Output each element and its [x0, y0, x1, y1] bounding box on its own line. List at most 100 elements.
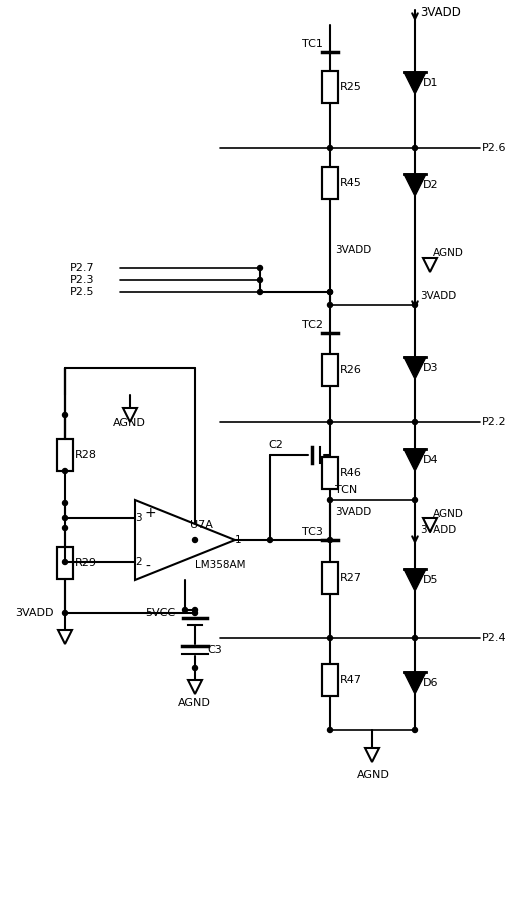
Bar [57, 439, 73, 471]
Text: 1: 1 [235, 535, 242, 545]
Bar [322, 664, 338, 696]
Text: R29: R29 [75, 558, 97, 568]
Text: AGND: AGND [433, 509, 464, 519]
Text: D4: D4 [423, 455, 439, 465]
Bar [57, 439, 73, 471]
Circle shape [328, 538, 332, 542]
Text: D3: D3 [423, 363, 438, 373]
Text: 3VADD: 3VADD [335, 245, 371, 255]
Circle shape [328, 636, 332, 640]
Bar [322, 167, 338, 199]
Text: P2.3: P2.3 [70, 275, 95, 285]
Polygon shape [123, 408, 137, 422]
Bar [322, 457, 338, 489]
Circle shape [267, 538, 272, 542]
Bar [322, 354, 338, 386]
Text: TC2: TC2 [302, 320, 323, 330]
Bar [322, 71, 338, 103]
Circle shape [328, 419, 332, 425]
Polygon shape [404, 72, 426, 94]
Bar [322, 457, 338, 489]
Text: P2.2: P2.2 [482, 417, 506, 427]
Bar [322, 167, 338, 199]
Text: C3: C3 [207, 645, 222, 655]
Bar [322, 71, 338, 103]
Bar [57, 547, 73, 579]
Bar [322, 562, 338, 594]
Circle shape [62, 469, 68, 473]
Circle shape [328, 497, 332, 503]
Circle shape [62, 559, 68, 565]
Text: D5: D5 [423, 575, 438, 585]
Text: 2: 2 [135, 557, 141, 567]
Bar [322, 167, 338, 199]
Text: R26: R26 [340, 365, 362, 375]
Circle shape [257, 266, 263, 270]
Text: U7A: U7A [190, 520, 213, 530]
Text: 3VADD: 3VADD [15, 608, 54, 618]
Text: R25: R25 [340, 82, 362, 92]
Circle shape [412, 303, 418, 307]
Circle shape [183, 608, 188, 612]
Circle shape [192, 538, 198, 542]
Text: P2.5: P2.5 [70, 287, 95, 297]
Text: -: - [145, 560, 150, 574]
Bar [322, 354, 338, 386]
Circle shape [192, 611, 198, 615]
Polygon shape [423, 518, 437, 532]
Polygon shape [404, 174, 426, 196]
Polygon shape [135, 500, 235, 580]
Polygon shape [365, 748, 379, 762]
Circle shape [257, 277, 263, 283]
Text: D1: D1 [423, 78, 438, 88]
Circle shape [62, 412, 68, 418]
Polygon shape [404, 449, 426, 471]
Bar [322, 562, 338, 594]
Text: C2: C2 [268, 440, 283, 450]
Polygon shape [404, 357, 426, 379]
Circle shape [257, 289, 263, 295]
Circle shape [412, 145, 418, 151]
Text: AGND: AGND [433, 248, 464, 258]
Text: P2.7: P2.7 [70, 263, 95, 273]
Bar [322, 457, 338, 489]
Bar [57, 547, 73, 579]
Text: +: + [145, 506, 157, 520]
Circle shape [62, 500, 68, 506]
Text: TCN: TCN [335, 485, 357, 495]
Text: 3VADD: 3VADD [420, 291, 456, 301]
Text: P2.4: P2.4 [482, 633, 506, 643]
Text: AGND: AGND [178, 698, 211, 708]
Circle shape [62, 611, 68, 615]
Text: D6: D6 [423, 678, 438, 688]
Circle shape [328, 727, 332, 733]
Text: AGND: AGND [357, 770, 390, 780]
Circle shape [328, 303, 332, 307]
Bar [322, 664, 338, 696]
Text: 3VADD: 3VADD [420, 525, 456, 535]
Bar [322, 562, 338, 594]
Text: R45: R45 [340, 178, 362, 188]
Polygon shape [423, 258, 437, 272]
Bar [57, 439, 73, 471]
Text: 3VADD: 3VADD [420, 5, 461, 19]
Bar [322, 664, 338, 696]
Text: AGND: AGND [113, 418, 146, 428]
Circle shape [192, 665, 198, 671]
Text: R46: R46 [340, 468, 362, 478]
Polygon shape [404, 569, 426, 591]
Text: TC3: TC3 [302, 527, 323, 537]
Bar [322, 71, 338, 103]
Text: 3VADD: 3VADD [335, 507, 371, 517]
Circle shape [192, 608, 198, 612]
Text: P2.6: P2.6 [482, 143, 506, 153]
Text: 5VCC: 5VCC [145, 608, 175, 618]
Polygon shape [404, 672, 426, 694]
Circle shape [328, 289, 332, 295]
Bar [57, 547, 73, 579]
Text: R47: R47 [340, 675, 362, 685]
Polygon shape [58, 630, 72, 644]
Circle shape [328, 145, 332, 151]
Text: R28: R28 [75, 450, 97, 460]
Circle shape [62, 515, 68, 521]
